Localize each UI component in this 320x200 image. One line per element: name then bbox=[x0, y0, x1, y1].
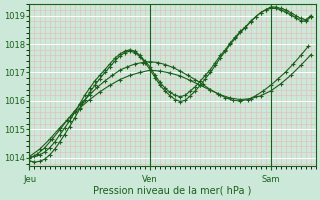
X-axis label: Pression niveau de la mer( hPa ): Pression niveau de la mer( hPa ) bbox=[93, 186, 252, 196]
